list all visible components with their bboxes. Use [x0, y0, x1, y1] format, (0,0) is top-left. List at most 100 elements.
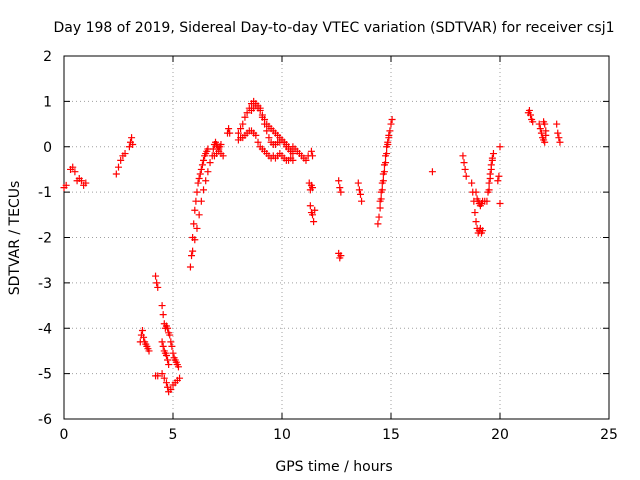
data-point	[152, 272, 160, 280]
data-point	[196, 170, 204, 178]
data-point	[428, 168, 436, 176]
y-tick-label: -6	[38, 412, 52, 428]
data-point	[494, 177, 502, 185]
data-point	[128, 134, 136, 142]
data-point	[200, 186, 208, 194]
data-point	[112, 170, 120, 178]
data-point	[460, 159, 468, 167]
data-point	[195, 175, 203, 183]
data-point	[382, 152, 390, 160]
data-point	[355, 186, 363, 194]
data-point	[485, 186, 493, 194]
data-point	[541, 138, 549, 146]
data-point	[496, 199, 504, 207]
axis-ticks	[63, 55, 610, 420]
data-point	[356, 190, 364, 198]
x-tick-labels: 0 5 10 15 20 25	[60, 427, 618, 443]
data-point	[337, 252, 345, 260]
data-point	[472, 188, 480, 196]
data-point	[376, 204, 384, 212]
data-point	[387, 120, 395, 128]
data-point	[154, 283, 162, 291]
data-point	[254, 138, 262, 146]
data-point	[165, 361, 173, 369]
data-point	[479, 227, 487, 235]
data-point	[158, 302, 166, 310]
data-point	[194, 179, 202, 187]
data-point	[154, 372, 162, 380]
data-point	[62, 181, 70, 189]
data-point	[243, 109, 251, 117]
data-point	[527, 111, 535, 119]
data-point	[145, 347, 153, 355]
data-point	[191, 206, 199, 214]
data-point	[258, 113, 266, 121]
data-point	[358, 197, 366, 205]
data-point	[138, 327, 146, 335]
data-point	[459, 152, 467, 160]
data-point	[189, 247, 197, 255]
data-point	[190, 220, 198, 228]
data-point	[174, 363, 182, 371]
data-point	[496, 143, 504, 151]
chart-title: Day 198 of 2019, Sidereal Day-to-day VTE…	[53, 20, 614, 36]
data-point	[495, 172, 503, 180]
data-point	[525, 106, 533, 114]
data-point	[487, 165, 495, 173]
data-point	[169, 349, 177, 357]
data-point	[468, 179, 476, 187]
data-point	[256, 106, 264, 114]
data-point	[71, 168, 79, 176]
data-point	[383, 143, 391, 151]
data-point	[280, 138, 288, 146]
data-point	[376, 197, 384, 205]
data-point	[485, 179, 493, 187]
data-point	[193, 224, 201, 232]
x-tick-label: 25	[600, 427, 618, 443]
data-point	[306, 202, 314, 210]
data-point	[82, 179, 90, 187]
data-point	[265, 134, 273, 142]
data-point	[164, 324, 172, 332]
data-point	[263, 127, 271, 135]
data-point	[77, 177, 85, 185]
data-point	[239, 120, 247, 128]
data-point	[337, 188, 345, 196]
data-point	[153, 279, 161, 287]
data-point	[537, 129, 545, 137]
data-point	[379, 170, 387, 178]
y-tick-label: 1	[43, 94, 52, 110]
data-point	[121, 150, 129, 158]
data-point	[555, 134, 563, 142]
data-point	[206, 159, 214, 167]
data-point	[311, 206, 319, 214]
data-point	[461, 165, 469, 173]
data-point	[386, 127, 394, 135]
y-axis-label: SDTVAR / TECUs	[7, 181, 23, 296]
data-point	[378, 179, 386, 187]
data-point	[336, 184, 344, 192]
y-tick-label: -3	[38, 276, 52, 292]
data-point	[217, 140, 225, 148]
data-point	[167, 386, 175, 394]
data-point	[158, 338, 166, 346]
data-point	[553, 120, 561, 128]
data-point	[158, 370, 166, 378]
data-point	[197, 165, 205, 173]
data-point	[226, 129, 234, 137]
data-point	[529, 118, 537, 126]
data-point	[309, 152, 317, 160]
data-point	[198, 161, 206, 169]
data-point	[374, 220, 382, 228]
data-point	[140, 333, 148, 341]
x-tick-label: 20	[491, 427, 509, 443]
data-point	[309, 184, 317, 192]
data-point	[554, 129, 562, 137]
data-point	[302, 156, 310, 164]
data-point	[252, 131, 260, 139]
data-point	[541, 120, 549, 128]
x-tick-label: 5	[169, 427, 178, 443]
y-tick-labels: -6 -5 -4 -3 -2 -1 0 1 2	[38, 49, 52, 428]
data-point	[204, 168, 212, 176]
data-point	[202, 177, 210, 185]
